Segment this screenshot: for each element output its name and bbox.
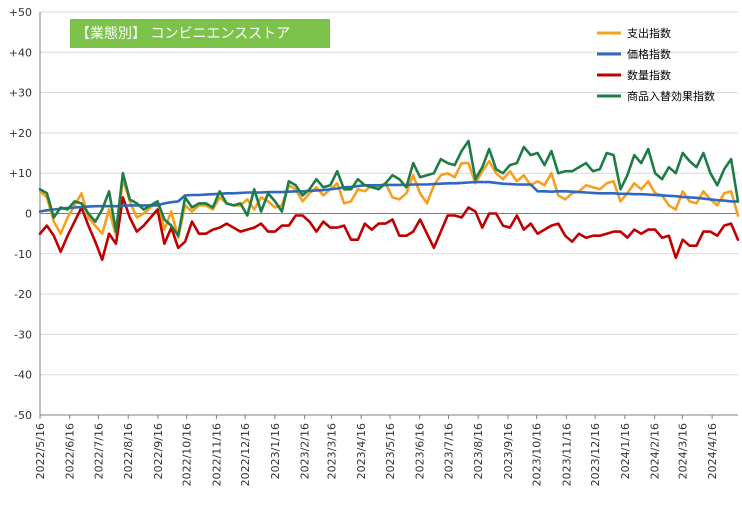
y-tick-label: 0 [25,208,32,221]
x-tick-label: 2022/11/16 [210,423,223,486]
series-line-2 [38,196,740,262]
y-tick-label: -50 [14,409,32,422]
x-tick-label: 2023/11/16 [560,423,573,486]
y-axis-ticks: +50 +40 +30 +20 +10 0 -10 -20 -30 -40 -50 [9,6,32,422]
x-tick-label: 2022/5/16 [34,423,47,479]
y-tick-label: -40 [14,369,32,382]
axes [39,12,738,416]
series-line-1 [38,180,740,213]
x-tick-label: 2023/4/16 [355,423,368,479]
x-tick-label: 2023/3/16 [325,423,338,479]
y-tick-label: -30 [14,328,32,341]
legend-label: 価格指数 [627,47,671,61]
title-box: 【業態別】 コンビニエンスストア [70,19,330,48]
x-tick-label: 2022/10/16 [181,423,194,486]
x-tick-label: 2023/2/16 [299,423,312,479]
y-tick-label: +50 [9,6,32,19]
y-tick-label: +10 [9,167,32,180]
y-tick-label: +30 [9,87,32,100]
x-axis-ticks: 2022/5/16 2022/6/16 2022/7/16 2022/8/16 2022… [34,415,719,486]
y-tick-label: +40 [9,46,32,59]
y-tick-label: -20 [14,288,32,301]
series-lines [38,139,740,262]
x-tick-label: 2022/7/16 [92,423,105,479]
x-tick-label: 2023/8/16 [472,423,485,479]
x-tick-label: 2022/6/16 [64,423,77,479]
x-tick-label: 2023/6/16 [414,423,427,479]
legend-label: 数量指数 [627,68,671,82]
title-background [70,19,330,48]
x-tick-label: 2023/7/16 [442,423,455,479]
y-tick-label: -10 [14,248,32,261]
x-tick-label: 2022/12/16 [239,423,252,486]
legend-label: 支出指数 [627,26,671,40]
x-tick-label: 2023/1/16 [269,423,282,479]
x-tick-label: 2022/8/16 [122,423,135,479]
chart-title: 【業態別】 コンビニエンスストア [76,26,290,42]
x-tick-label: 2024/4/16 [706,423,719,479]
x-tick-label: 2024/2/16 [649,423,662,479]
y-tick-label: +20 [9,127,32,140]
x-tick-label: 2024/1/16 [619,423,632,479]
x-tick-label: 2023/10/16 [531,423,544,486]
legend-label: 商品入替効果指数 [627,89,715,103]
x-tick-label: 2024/3/16 [676,423,689,479]
x-tick-label: 2022/9/16 [152,423,165,479]
x-tick-label: 2023/12/16 [589,423,602,486]
x-tick-label: 2023/9/16 [502,423,515,479]
series-line-3 [38,139,740,237]
x-tick-label: 2023/5/16 [384,423,397,479]
